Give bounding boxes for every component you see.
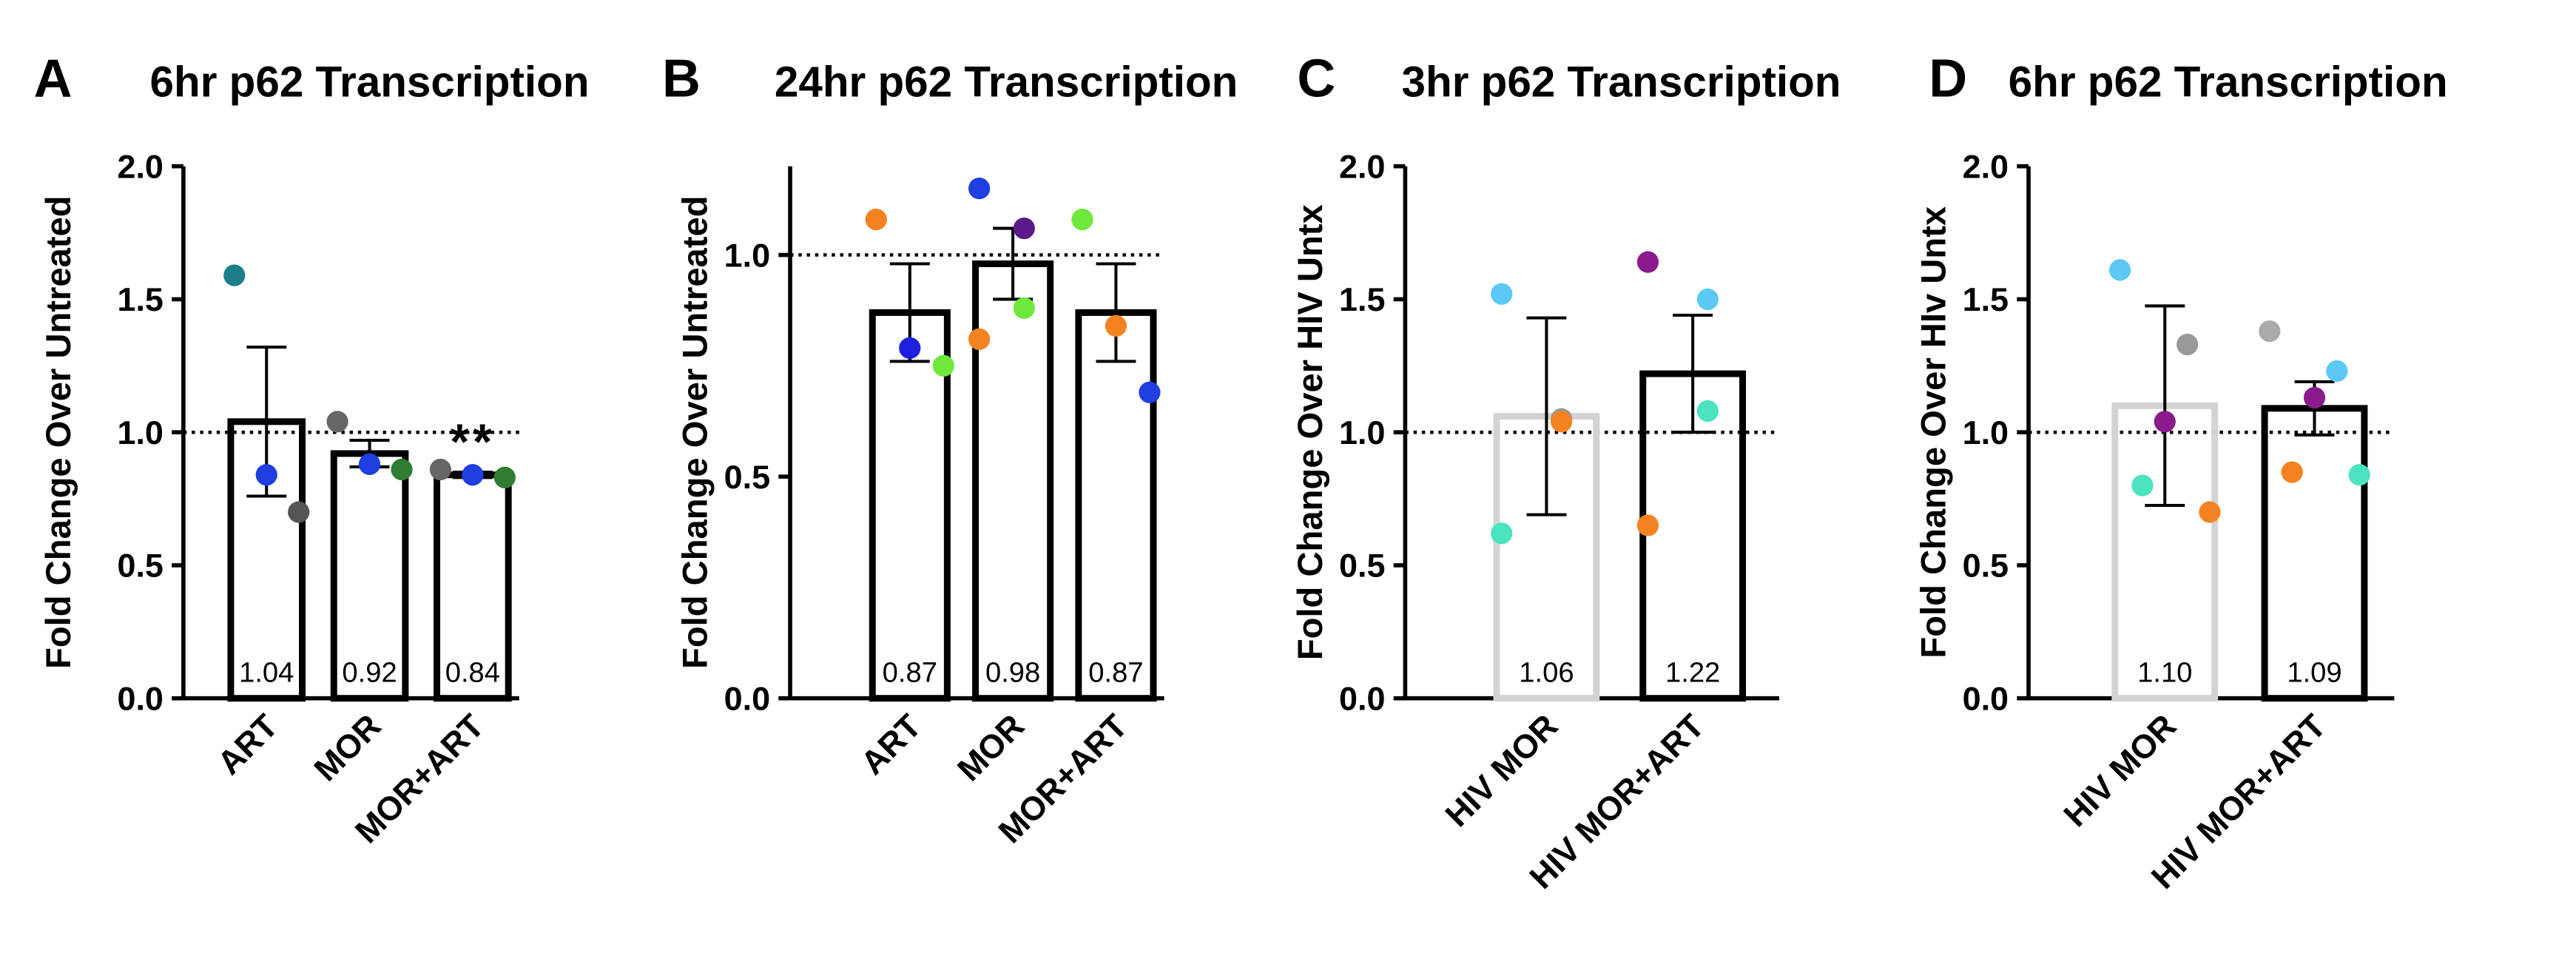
data-point — [1491, 522, 1513, 545]
data-point — [968, 328, 991, 350]
value-label: 1.10 — [2137, 656, 2192, 688]
x-tick-label: ART — [854, 707, 928, 781]
data-point — [1696, 288, 1719, 311]
panel-letter: B — [662, 49, 701, 108]
value-label: 1.04 — [239, 656, 294, 688]
x-tick-label: MOR — [950, 707, 1031, 788]
y-tick-label: 2.0 — [1339, 147, 1385, 185]
data-point — [1013, 297, 1035, 320]
y-tick-label: 1.5 — [1963, 280, 2009, 318]
data-point — [2303, 386, 2326, 409]
chart-title: 24hr p62 Transcription — [775, 58, 1238, 106]
data-point — [2131, 474, 2154, 496]
y-axis-label: Fold Change Over HIV Untx — [1290, 204, 1329, 660]
data-point — [1105, 314, 1127, 337]
y-tick-label: 1.0 — [117, 414, 163, 451]
value-label: 1.06 — [1519, 656, 1574, 688]
x-tick-label: ART — [210, 707, 285, 781]
y-tick-label: 2.0 — [1963, 147, 2009, 185]
data-point — [932, 354, 954, 377]
data-point — [2199, 501, 2221, 523]
data-point — [1491, 283, 1513, 305]
error-bar — [1526, 316, 1567, 516]
data-point — [1636, 251, 1659, 273]
data-point — [968, 178, 991, 200]
error-bar — [2145, 304, 2185, 508]
y-tick-label: 1.5 — [1339, 280, 1385, 318]
value-label: 0.98 — [985, 656, 1040, 688]
y-axis-label: Fold Change Over Untreated — [38, 195, 78, 669]
y-tick-label: 0.0 — [1963, 679, 2009, 717]
data-point — [429, 458, 451, 481]
error-bar — [1673, 314, 1713, 434]
y-tick-label: 0.5 — [1339, 547, 1385, 585]
bar — [2261, 405, 2368, 702]
data-point — [2259, 320, 2281, 343]
y-tick-label: 2.0 — [117, 147, 163, 185]
panel-letter: D — [1929, 49, 1967, 108]
data-point — [865, 208, 887, 231]
y-tick-label: 1.0 — [1963, 414, 2009, 451]
value-label: 1.22 — [1665, 656, 1720, 688]
panel-letter: A — [34, 49, 73, 108]
x-tick-label: HIV MOR — [1438, 707, 1565, 834]
y-tick-label: 0.0 — [117, 679, 163, 717]
x-tick-label: HIV MOR — [2056, 707, 2183, 834]
y-tick-label: 0.5 — [1963, 547, 2009, 585]
data-point — [1071, 208, 1093, 231]
value-label: 0.84 — [445, 656, 500, 688]
data-point — [358, 453, 381, 475]
panel-letter: C — [1297, 49, 1335, 108]
value-label: 0.87 — [1088, 656, 1143, 688]
bar — [1075, 309, 1157, 702]
data-point — [493, 466, 516, 488]
data-point — [1139, 381, 1161, 403]
data-point — [899, 337, 921, 359]
data-point — [391, 458, 413, 481]
data-point — [223, 264, 246, 286]
error-bar — [1096, 262, 1136, 363]
data-point — [2326, 360, 2348, 383]
data-point — [2281, 461, 2303, 483]
y-tick-label: 1.0 — [1339, 414, 1385, 451]
data-point — [255, 464, 277, 486]
data-point — [1696, 400, 1719, 423]
y-axis-label: Fold Change Over Untreated — [675, 195, 715, 669]
y-tick-label: 1.0 — [724, 236, 770, 274]
value-label: 0.87 — [883, 656, 937, 688]
data-point — [1013, 217, 1035, 240]
y-tick-label: 0.0 — [1339, 679, 1385, 717]
data-point — [2154, 411, 2176, 433]
data-point — [2108, 259, 2131, 281]
chart-title: 6hr p62 Transcription — [2009, 58, 2448, 106]
data-point — [326, 411, 348, 433]
significance: ** — [450, 414, 495, 470]
y-tick-label: 1.5 — [117, 280, 163, 318]
x-tick-label: MOR — [306, 707, 388, 788]
data-point — [462, 464, 484, 486]
chart-title: 3hr p62 Transcription — [1402, 58, 1841, 106]
value-label: 0.92 — [342, 656, 397, 688]
chart-title: 6hr p62 Transcription — [150, 58, 590, 106]
data-point — [1551, 411, 1573, 433]
y-tick-label: 0.5 — [117, 547, 163, 585]
value-label: 1.09 — [2287, 656, 2341, 688]
data-point — [2348, 464, 2370, 486]
bar — [972, 260, 1054, 702]
y-axis-label: Fold Change Over HIv Untx — [1914, 206, 1953, 659]
data-point — [288, 501, 310, 523]
data-point — [1636, 514, 1659, 536]
y-tick-label: 0.5 — [724, 458, 770, 496]
y-tick-label: 0.0 — [724, 679, 770, 717]
data-point — [2176, 333, 2199, 356]
